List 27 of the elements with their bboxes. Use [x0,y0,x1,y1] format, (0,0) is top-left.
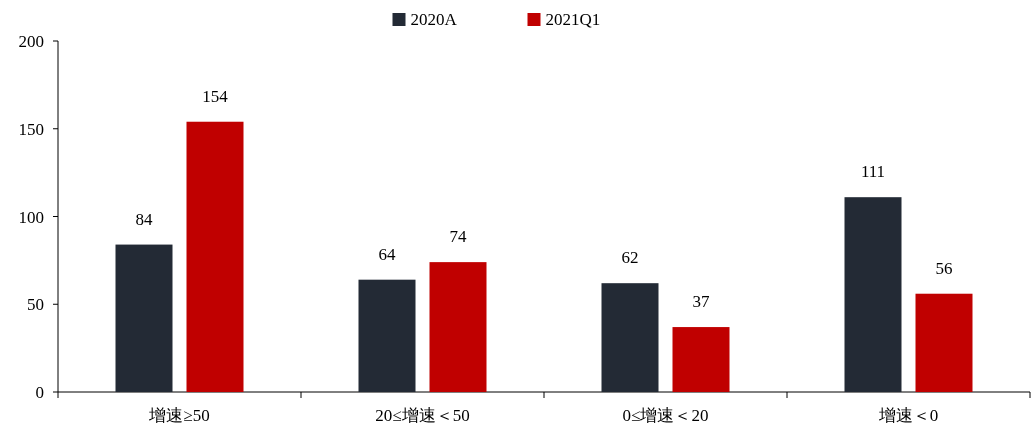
bar [358,279,416,392]
data-label: 111 [860,162,886,182]
x-tick-label: 0≤增速＜20 [622,406,709,425]
y-tick-label: 100 [18,207,44,227]
x-tick-label: 20≤增速＜50 [375,406,470,425]
bar [672,327,730,392]
y-tick-label: 50 [27,295,44,315]
bar [186,121,244,392]
bar [601,283,659,392]
bar [915,293,973,392]
data-label: 74 [449,227,467,247]
y-tick-label: 0 [35,383,44,402]
legend-label: 2020A [410,10,458,29]
data-label: 37 [692,292,710,312]
data-label: 154 [202,86,229,106]
data-label: 84 [135,209,153,229]
x-tick-label: 增速≥50 [148,406,210,425]
y-tick-label: 150 [18,119,44,139]
data-label: 62 [621,248,639,268]
legend-label: 2021Q1 [545,10,601,29]
data-label: 56 [935,258,953,278]
x-tick-label: 增速＜0 [877,406,939,425]
data-label: 64 [378,244,396,264]
y-tick-label: 200 [18,32,44,51]
bar [844,197,902,392]
bar [429,262,487,392]
bar [115,244,173,392]
